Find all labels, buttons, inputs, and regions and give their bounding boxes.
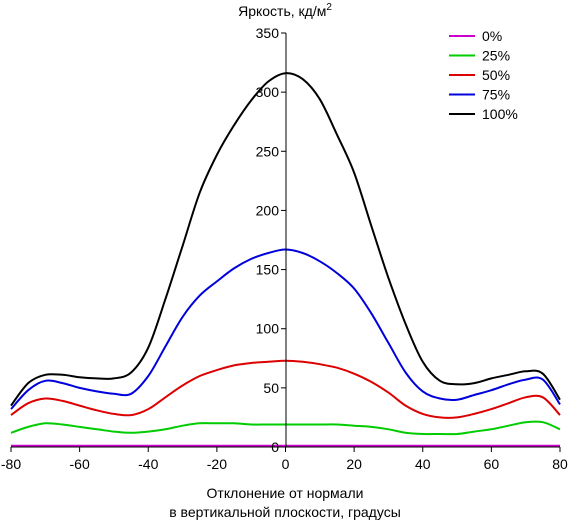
x-tick-label: 0 xyxy=(282,456,290,472)
legend: 0% 25% 50% 75% 100% xyxy=(449,28,518,122)
legend-label-0: 0% xyxy=(482,28,502,44)
x-tick-label: -40 xyxy=(138,456,158,472)
y-tick-label: 300 xyxy=(256,84,280,100)
y-tick-label: 100 xyxy=(256,321,280,337)
y-tick-label: 50 xyxy=(263,380,279,396)
axes: -80 -60 -40 -20 0 20 40 60 80 0 50 100 150 200 250 300 3… xyxy=(1,25,568,472)
y-tick-label: 0 xyxy=(271,439,279,455)
legend-label-3: 75% xyxy=(482,87,510,103)
legend-label-1: 25% xyxy=(482,48,510,64)
legend-label-4: 100% xyxy=(482,106,518,122)
y-tick-label: 250 xyxy=(256,143,280,159)
y-axis-title: Яркость, кд/м2 xyxy=(238,2,332,19)
x-axis-title-line-2: в вертикальной плоскости, градусы xyxy=(169,504,401,520)
x-tick-label: 40 xyxy=(415,456,431,472)
legend-label-2: 50% xyxy=(482,67,510,83)
y-tick-label: 150 xyxy=(256,262,280,278)
x-axis-title-line-1: Отклонение от нормали xyxy=(207,485,364,501)
x-tick-label: 60 xyxy=(484,456,500,472)
x-tick-label: -60 xyxy=(70,456,90,472)
x-tick-label: 20 xyxy=(346,456,362,472)
y-tick-label: 200 xyxy=(256,202,280,218)
x-tick-label: -20 xyxy=(207,456,227,472)
y-tick-label: 350 xyxy=(256,25,280,41)
y-axis-title-superscript: 2 xyxy=(326,2,332,13)
x-tick-label: -80 xyxy=(1,456,21,472)
x-tick-label: 80 xyxy=(552,456,568,472)
